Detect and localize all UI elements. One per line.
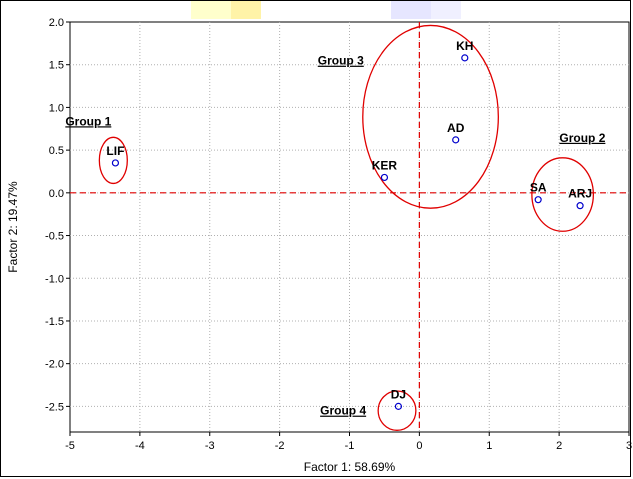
data-point xyxy=(576,202,584,210)
header-decoration-svg xyxy=(191,1,461,19)
data-point xyxy=(394,402,403,410)
point-label: LIF xyxy=(106,144,124,158)
x-tick-label: 1 xyxy=(486,440,492,452)
y-tick-label: -2.5 xyxy=(45,401,64,413)
group-ellipses: Group 1 Group 2 Group 3 Group 4 xyxy=(65,24,606,431)
group-label: Group 3 xyxy=(318,54,364,68)
data-point xyxy=(461,54,469,62)
reference-lines xyxy=(70,22,629,432)
y-tick-label: 0.5 xyxy=(49,145,64,157)
y-tick-label: -1.5 xyxy=(45,316,64,328)
x-tick-label: -2 xyxy=(275,440,285,452)
point-label: KER xyxy=(372,158,398,172)
header-decoration xyxy=(191,1,471,19)
x-tick-label: 3 xyxy=(626,440,632,452)
y-tick-label: -0.5 xyxy=(45,231,64,243)
data-point xyxy=(534,196,542,204)
y-tick-label: 1.5 xyxy=(49,60,64,72)
data-point xyxy=(380,173,389,182)
x-tick-label: -1 xyxy=(345,440,355,452)
point-label: ARJ xyxy=(568,187,592,201)
group-ellipse xyxy=(362,24,499,209)
data-point xyxy=(452,136,460,144)
group-label: Group 1 xyxy=(65,114,111,128)
x-tick-label: 2 xyxy=(556,440,562,452)
y-tick-label: 2.0 xyxy=(49,17,64,29)
deco-block-yellow xyxy=(191,1,231,19)
deco-block-pale xyxy=(431,1,461,19)
point-label: SA xyxy=(530,181,547,195)
x-tick-label: 0 xyxy=(416,440,422,452)
point-label: AD xyxy=(447,121,465,135)
point-label: KH xyxy=(456,39,473,53)
group-ellipse xyxy=(377,390,417,431)
deco-block-lavender xyxy=(391,1,431,19)
group-ellipse xyxy=(531,157,595,232)
data-points: KH AD KER LIF SA ARJ DJ xyxy=(106,39,592,410)
deco-block-gold xyxy=(231,1,261,19)
y-tick-label: -1.0 xyxy=(45,273,64,285)
x-tick-label: -5 xyxy=(65,440,75,452)
group-ellipse xyxy=(98,136,128,185)
axis-ticks: -5 -4 -3 -2 -1 0 1 2 3 -2.5 -2.0 -1.5 -1.0 -0.5 0.0 0.5… xyxy=(45,17,632,452)
y-axis-label: Factor 2: 19.47% xyxy=(6,181,20,273)
point-label: DJ xyxy=(391,387,406,401)
group-label: Group 4 xyxy=(320,404,366,418)
data-point xyxy=(111,159,120,167)
x-tick-label: -4 xyxy=(135,440,145,452)
group-label: Group 2 xyxy=(559,131,605,145)
x-tick-label: -3 xyxy=(205,440,215,452)
x-axis-label: Factor 1: 58.69% xyxy=(304,460,396,474)
y-tick-label: -2.0 xyxy=(45,359,64,371)
y-tick-label: 1.0 xyxy=(49,102,64,114)
y-tick-label: 0.0 xyxy=(49,188,64,200)
